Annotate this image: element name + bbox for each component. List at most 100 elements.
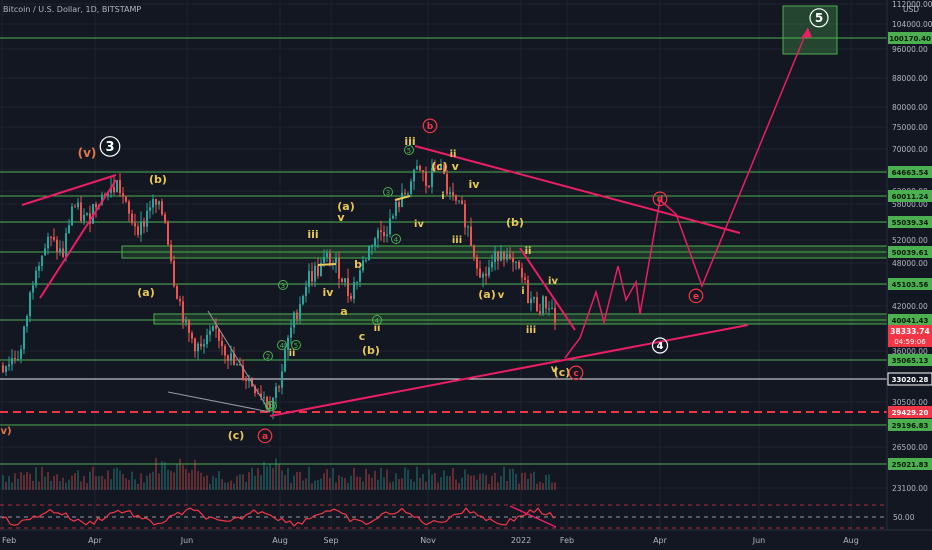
candle-body <box>248 379 250 381</box>
candle-body <box>458 200 460 202</box>
candle-body <box>323 257 325 263</box>
time-tick-label: Aug <box>843 536 859 545</box>
wave-label: iii <box>452 235 462 246</box>
volume-bar <box>170 470 172 490</box>
minor-wave-circle <box>263 351 273 361</box>
candle-body <box>551 307 553 309</box>
rsi-line <box>1 507 555 527</box>
volume-bar <box>422 473 424 490</box>
candle-body <box>305 286 307 296</box>
current-price-badge <box>888 324 932 347</box>
volume-bar <box>356 476 358 490</box>
candle-body <box>449 192 451 195</box>
candle-body <box>464 203 466 228</box>
volume-bar <box>506 480 508 490</box>
volume-bar <box>485 475 487 490</box>
volume-bar <box>476 479 478 490</box>
volume-bar <box>389 482 391 490</box>
time-tick-label: Feb <box>560 536 574 545</box>
volume-bar <box>365 468 367 490</box>
volume-bar <box>128 480 130 490</box>
volume-bar <box>80 481 82 490</box>
wave-label: i <box>441 191 444 202</box>
level-badge <box>888 418 932 431</box>
volume-bar <box>140 473 142 490</box>
level-badge-text: 60011.24 <box>892 193 929 201</box>
candle-body <box>443 165 445 174</box>
candle-body <box>227 355 229 361</box>
volume-bar <box>449 476 451 490</box>
candle-body <box>17 358 19 360</box>
volume-bar <box>218 471 220 490</box>
volume-bar <box>332 467 334 490</box>
wave-label: iv <box>469 178 481 191</box>
time-tick-label: Jun <box>752 536 766 545</box>
volume-bar <box>230 480 232 490</box>
volume-bar <box>284 474 286 490</box>
candle-body <box>89 213 91 224</box>
candle-body <box>215 325 217 329</box>
candle-body <box>440 165 442 169</box>
candle-body <box>341 278 343 283</box>
volume-bar <box>536 483 538 490</box>
volume-bar <box>491 475 493 490</box>
volume-bar <box>104 479 106 490</box>
volume-bar <box>434 473 436 490</box>
volume-bar <box>503 466 505 490</box>
volume-bar <box>62 477 64 490</box>
volume-bar <box>272 468 274 490</box>
candle-body <box>392 215 394 219</box>
volume-bar <box>200 472 202 490</box>
candle-body <box>164 214 166 222</box>
volume-bar <box>467 474 469 490</box>
candle-body <box>302 295 304 305</box>
candle-body <box>548 308 550 310</box>
candle-body <box>527 279 529 304</box>
volume-bar <box>452 468 454 490</box>
level-badge-text: 55039.34 <box>892 219 929 227</box>
volume-bar <box>548 474 550 490</box>
volume-bar <box>527 478 529 490</box>
candle-body <box>482 273 484 278</box>
wave-label: ii <box>450 149 457 160</box>
level-badge-text: 29429.20 <box>892 409 929 417</box>
volume-bar <box>299 471 301 490</box>
wave-label: b <box>427 122 434 132</box>
candle-body <box>530 298 532 304</box>
candle-body <box>524 277 526 280</box>
volume-bar <box>386 469 388 490</box>
candle-body <box>173 260 175 287</box>
wave-circle <box>688 288 704 304</box>
volume-bar <box>281 470 283 490</box>
candle-body <box>107 192 109 197</box>
minor-wave-label: 4 <box>394 236 399 244</box>
level-badge-text: 45103.56 <box>892 281 929 289</box>
price-tick-label: 112000.00 <box>892 0 932 9</box>
volume-bar <box>257 468 259 490</box>
minor-wave-label: 2 <box>270 403 274 411</box>
level-badge <box>888 405 932 418</box>
volume-bar <box>275 458 277 490</box>
candle-body <box>38 265 40 271</box>
candle-body <box>221 340 223 347</box>
volume-bar <box>68 479 70 490</box>
volume-bar <box>368 474 370 490</box>
candle-body <box>539 311 541 314</box>
candle-body <box>218 328 220 341</box>
volume-bar <box>194 459 196 490</box>
candle-body <box>419 166 421 171</box>
countdown-text: 04:59:06 <box>894 338 926 346</box>
candle-body <box>254 386 256 394</box>
wave-label: a <box>340 305 347 318</box>
candle-body <box>35 270 37 286</box>
volume-bar <box>287 468 289 490</box>
candle-body <box>26 316 28 327</box>
volume-bar <box>308 466 310 490</box>
price-tick-label: 88000.00 <box>892 74 928 83</box>
candle-body <box>395 201 397 216</box>
candle-body <box>422 170 424 172</box>
volume-bar <box>464 469 466 490</box>
volume-bar <box>23 475 25 490</box>
